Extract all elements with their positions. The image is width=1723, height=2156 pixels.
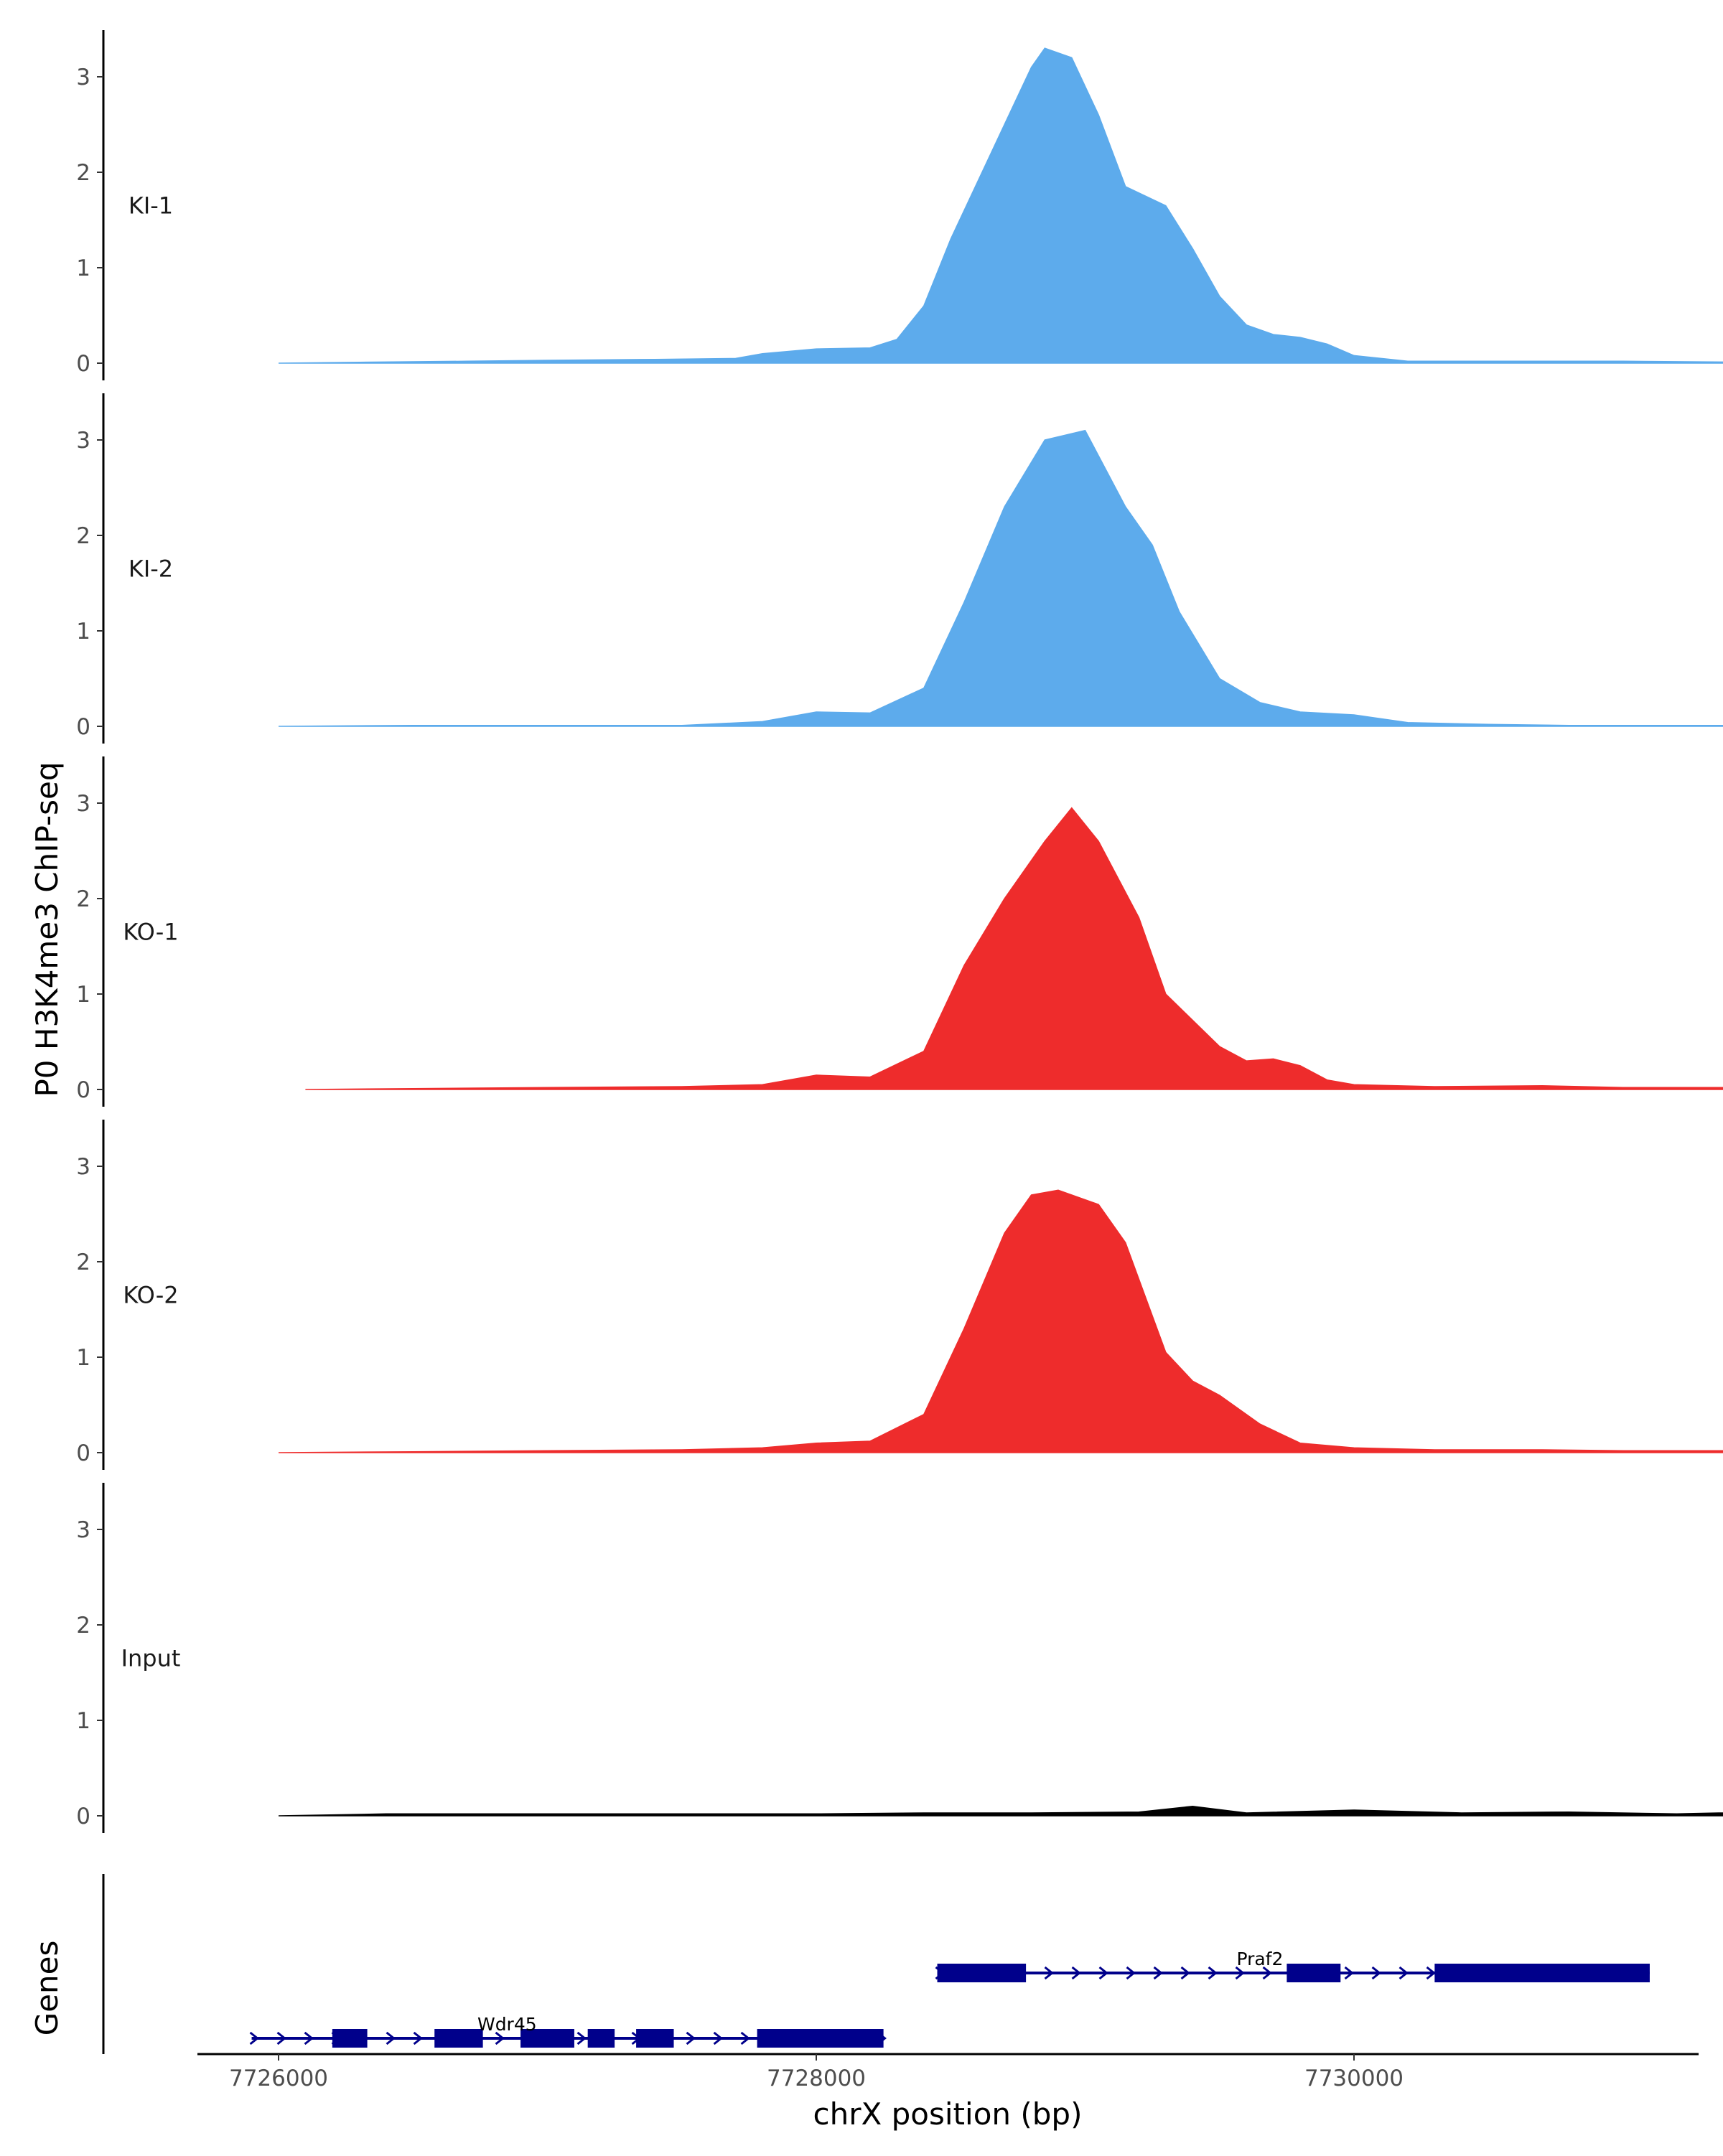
x-tick-label: 7730000 xyxy=(1304,2066,1404,2091)
strand-arrow xyxy=(576,2031,587,2045)
strand-arrow xyxy=(495,2031,505,2045)
gene-label: Praf2 xyxy=(1236,1949,1283,1969)
genes-layer: Ccdc120Praf2Wdr45 xyxy=(102,1874,1650,2054)
exon-block xyxy=(434,2029,483,2048)
x-tick-label: 7728000 xyxy=(767,2066,866,2091)
y-tick-label: 0 xyxy=(76,714,90,740)
y-tick-label: 2 xyxy=(76,1613,90,1639)
track-label: KO-1 xyxy=(123,919,178,946)
y-axis-title: P0 H3K4me3 ChIP-seq xyxy=(29,761,65,1097)
gene-model: Praf2 xyxy=(935,1949,1650,1982)
y-tick-label: 3 xyxy=(76,65,90,90)
track-label: KI-1 xyxy=(129,192,173,220)
strand-arrow xyxy=(1262,1966,1272,1980)
y-tick-label: 0 xyxy=(76,351,90,377)
track-area xyxy=(278,429,1723,727)
track-panel: 0 1 2 3 KO-2 xyxy=(76,1120,1723,1470)
strand-arrow xyxy=(1126,1966,1136,1980)
y-tick-label: 2 xyxy=(76,1250,90,1275)
y-tick-label: 2 xyxy=(76,523,90,549)
strand-arrow xyxy=(686,2031,696,2045)
track-label: Input xyxy=(121,1645,181,1672)
exon-block xyxy=(757,2029,884,2048)
y-tick-label: 3 xyxy=(76,1154,90,1180)
y-tick-label: 2 xyxy=(76,160,90,186)
y-tick-label: 3 xyxy=(76,1517,90,1543)
strand-arrow xyxy=(1399,1966,1409,1980)
strand-arrow xyxy=(386,2031,396,2045)
track-area xyxy=(278,47,1723,364)
y-tick-label: 1 xyxy=(76,1708,90,1734)
y-tick-label: 2 xyxy=(76,886,90,912)
track-label: KO-2 xyxy=(123,1282,178,1309)
strand-arrow xyxy=(249,2031,259,2045)
x-axis: 7726000772800077300007732000 xyxy=(197,2053,1699,2091)
exon-block xyxy=(520,2029,574,2048)
strand-arrow xyxy=(1153,1966,1163,1980)
track-panel: 0 1 2 3 KO-1 xyxy=(76,756,1723,1107)
x-tick-label: 7726000 xyxy=(229,2066,328,2091)
exon-block xyxy=(332,2029,368,2048)
strand-arrow xyxy=(413,2031,423,2045)
track-panel: 0 1 2 3 KI-2 xyxy=(76,393,1723,744)
y-tick-label: 3 xyxy=(76,428,90,454)
exon-block xyxy=(636,2029,674,2048)
strand-arrow xyxy=(1071,1966,1081,1980)
y-tick-label: 0 xyxy=(76,1804,90,1829)
y-tick-label: 0 xyxy=(76,1077,90,1103)
strand-arrow xyxy=(1208,1966,1218,1980)
strand-arrow xyxy=(1235,1966,1245,1980)
x-axis-title: chrX position (bp) xyxy=(813,2096,1083,2132)
track-area xyxy=(278,1805,1723,1817)
exon-block xyxy=(1287,1964,1341,1982)
strand-arrow xyxy=(1044,1966,1054,1980)
exon-block xyxy=(937,1964,1027,1982)
y-tick-label: 1 xyxy=(76,982,90,1008)
y-tick-label: 1 xyxy=(76,619,90,645)
track-label: KI-2 xyxy=(129,556,173,583)
gene-label: Wdr45 xyxy=(477,2014,537,2035)
tracks-layer: 0 1 2 3 KI-1 0 1 2 3 KI-2 0 1 2 3 KO-1 0 1 2 3 KO-2 0 1 2 3 Inpu… xyxy=(76,30,1723,1833)
exon-block xyxy=(587,2029,615,2048)
strand-arrow xyxy=(1344,1966,1354,1980)
strand-arrow xyxy=(740,2031,750,2045)
track-panel: 0 1 2 3 KI-1 xyxy=(76,30,1723,380)
strand-arrow xyxy=(304,2031,314,2045)
y-tick-label: 1 xyxy=(76,256,90,281)
strand-arrow xyxy=(1180,1966,1190,1980)
strand-arrow xyxy=(1098,1966,1108,1980)
y-tick-label: 1 xyxy=(76,1345,90,1371)
strand-arrow xyxy=(1371,1966,1381,1980)
exon-block xyxy=(1434,1964,1650,1982)
gene-model: Wdr45 xyxy=(249,2014,887,2048)
strand-arrow xyxy=(276,2031,286,2045)
track-area xyxy=(278,1189,1723,1453)
genes-axis-title: Genes xyxy=(29,1941,65,2036)
y-tick-label: 3 xyxy=(76,791,90,817)
strand-arrow xyxy=(713,2031,723,2045)
strand-arrow xyxy=(1426,1966,1436,1980)
track-area xyxy=(305,807,1723,1090)
y-tick-label: 0 xyxy=(76,1440,90,1466)
track-panel: 0 1 2 3 Input xyxy=(76,1483,1723,1833)
